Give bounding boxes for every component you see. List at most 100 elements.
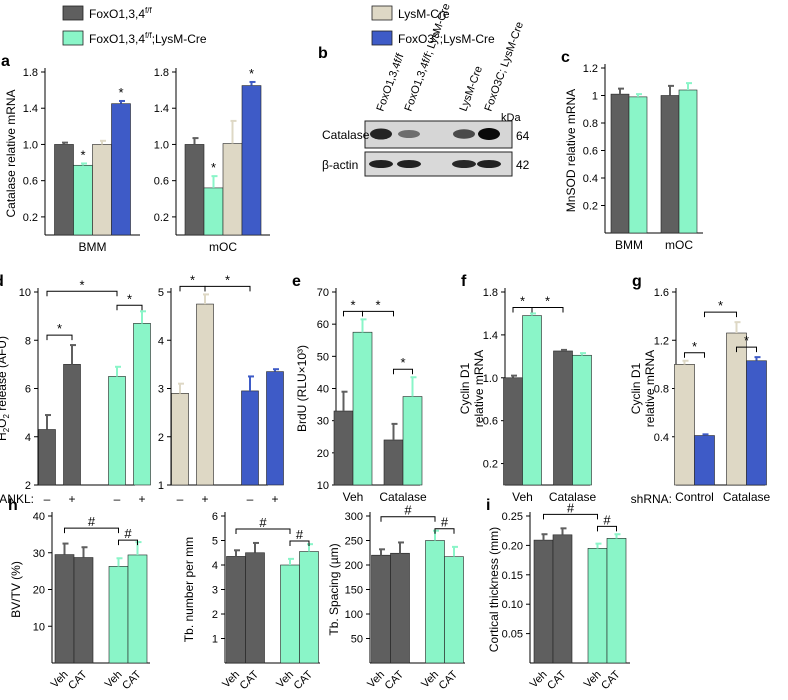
y-tick-label: 0.6	[483, 416, 498, 428]
legend-swatch	[371, 5, 393, 21]
y-tick-label: 2	[158, 432, 164, 444]
panel-f: 0.2 0.6 1.0 1.4 1.8 Veh Catalase Cyclin D1relat…	[458, 273, 597, 504]
group-label: BMM	[79, 240, 107, 254]
y-axis-label: H2O2 release (AFU)	[0, 336, 11, 441]
y-tick-label: 200	[345, 560, 363, 572]
bar-tick-label: CAT	[599, 668, 623, 692]
row-label: RANKL:	[0, 492, 34, 506]
bar-tick-label: CAT	[292, 668, 316, 692]
y-tick-label: 20	[33, 585, 45, 597]
legend-label: FoxO1,3,4f/f;LysM-Cre	[89, 31, 207, 46]
bar	[726, 332, 747, 486]
y-axis-label: Cortical thickness (mm)	[487, 527, 501, 652]
y-tick-label: 0.6	[154, 176, 169, 188]
bar	[552, 534, 573, 664]
panel-letter: c	[561, 49, 570, 66]
significance-mark: *	[127, 291, 132, 306]
significance-bracket	[46, 290, 118, 297]
significance-bracket	[597, 525, 617, 532]
bar	[402, 396, 423, 486]
y-tick-label: 1.0	[483, 373, 498, 385]
bar-tick-label: –	[247, 492, 254, 506]
bar	[678, 89, 698, 234]
y-tick-label: 1.6	[654, 287, 669, 299]
y-tick-label: 5	[212, 536, 218, 548]
significance-bracket	[204, 285, 251, 292]
y-axis-label: Tb. number per mm	[182, 537, 196, 642]
y-tick-label: 150	[345, 585, 363, 597]
significance-mark: *	[400, 355, 405, 370]
y-tick-label: 30	[317, 416, 329, 428]
bar	[196, 303, 214, 486]
panel-c: 0.2 0.4 0.6 0.8 1 1.2 BMM mOC MnSOD relative mRN…	[561, 49, 703, 252]
bar	[383, 439, 404, 486]
y-tick-label: 0.25	[502, 511, 523, 523]
y-tick-label: 0.20	[502, 540, 523, 552]
panel-a1: 0.2 0.6 1.0 1.4 1.8 BMM Catalase relative mRNA…	[1, 53, 140, 254]
y-tick-label: 0.6	[583, 146, 598, 158]
y-tick-label: 100	[345, 609, 363, 621]
y-tick-label: 1	[158, 480, 164, 492]
group-label: mOC	[665, 238, 693, 252]
legend-swatch	[62, 30, 84, 46]
significance-bracket	[704, 311, 737, 318]
significance-mark: #	[603, 512, 611, 527]
significance-mark: *	[350, 297, 355, 312]
bar-tick-label: Veh	[49, 669, 71, 691]
group-label: Catalase	[379, 490, 427, 504]
bar	[54, 144, 74, 236]
significance-mark: #	[441, 515, 449, 530]
significance-mark: *	[249, 66, 254, 81]
y-tick-label: 10	[19, 287, 31, 299]
panel-letter: i	[486, 497, 490, 514]
bar	[533, 539, 554, 664]
bar	[280, 564, 300, 664]
y-tick-label: 4	[25, 432, 31, 444]
bar	[73, 164, 93, 236]
group-label: Veh	[512, 490, 533, 504]
y-tick-label: 0.2	[483, 459, 498, 471]
y-tick-label: 5	[158, 287, 164, 299]
y-tick-label: 0.15	[502, 570, 523, 582]
significance-mark: *	[225, 272, 230, 287]
bar	[111, 103, 131, 236]
y-axis-label: MnSOD relative mRNA	[564, 89, 578, 212]
bar-tick-label: Veh	[528, 669, 550, 691]
bar	[38, 429, 56, 486]
y-tick-label: 300	[345, 511, 363, 523]
significance-mark: #	[88, 514, 96, 529]
significance-bracket	[235, 528, 291, 534]
significance-mark: *	[57, 321, 62, 336]
legend-label: FoxO1,3,4f/f	[89, 6, 152, 21]
bar	[241, 85, 262, 236]
y-tick-label: 0.05	[502, 629, 523, 641]
bar-tick-label: +	[271, 492, 278, 506]
y-tick-label: 10	[33, 621, 45, 633]
catalase-band	[370, 128, 392, 140]
bar	[266, 371, 284, 486]
bar-tick-label: Veh	[103, 669, 125, 691]
row-label: shRNA:	[631, 492, 672, 506]
group-label: Control	[675, 490, 714, 504]
y-tick-label: 40	[317, 384, 329, 396]
bar	[241, 390, 259, 486]
significance-mark: *	[718, 298, 723, 313]
significance-mark: *	[190, 272, 195, 287]
y-tick-label: 1.8	[483, 287, 498, 299]
y-tick-label: 0.4	[583, 173, 598, 185]
significance-bracket	[362, 310, 394, 317]
significance-mark: *	[744, 333, 749, 348]
catalase-band	[398, 129, 420, 139]
panel-e: 10 20 30 40 50 60 70 Veh Catalase BrdU (RLU×10³) e…	[292, 273, 427, 504]
significance-mark: *	[545, 293, 550, 308]
bar-tick-label: Veh	[274, 669, 296, 691]
bar	[694, 435, 715, 486]
bar-tick-label: CAT	[120, 668, 144, 692]
group-label: Catalase	[723, 490, 771, 504]
y-tick-label: 1.0	[23, 139, 38, 151]
bar	[610, 93, 630, 234]
actin-band	[452, 160, 476, 168]
